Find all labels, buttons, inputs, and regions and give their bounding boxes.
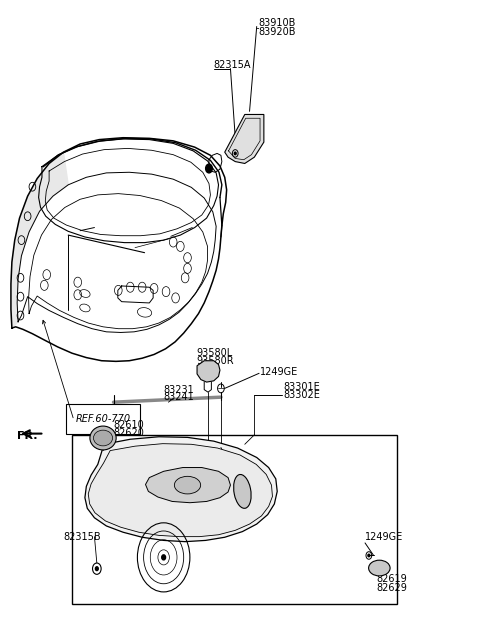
Circle shape	[205, 164, 212, 173]
Text: 82315A: 82315A	[214, 61, 251, 71]
Polygon shape	[15, 211, 39, 240]
Text: 82315B: 82315B	[63, 532, 101, 541]
Text: 93580L: 93580L	[196, 348, 232, 358]
Polygon shape	[197, 361, 220, 382]
Text: 83241: 83241	[164, 392, 194, 402]
Text: 82610: 82610	[114, 420, 144, 430]
Polygon shape	[49, 152, 68, 185]
Ellipse shape	[174, 476, 201, 494]
Polygon shape	[225, 114, 264, 163]
Circle shape	[162, 555, 166, 560]
Text: 1249GE: 1249GE	[260, 367, 298, 377]
Ellipse shape	[94, 430, 113, 446]
Polygon shape	[11, 303, 18, 328]
Circle shape	[96, 567, 98, 570]
Text: 82619: 82619	[376, 574, 407, 584]
Text: 83920B: 83920B	[258, 27, 296, 37]
Text: FR.: FR.	[17, 431, 37, 441]
Text: 83231: 83231	[164, 385, 194, 394]
Bar	[72, 435, 396, 604]
Polygon shape	[11, 256, 22, 284]
Ellipse shape	[234, 475, 251, 509]
Text: 93580R: 93580R	[196, 357, 234, 367]
Polygon shape	[11, 279, 18, 309]
Polygon shape	[85, 437, 277, 541]
Polygon shape	[88, 444, 273, 536]
Ellipse shape	[369, 560, 390, 576]
Text: 82629: 82629	[376, 583, 407, 593]
Ellipse shape	[90, 426, 116, 450]
Text: 83910B: 83910B	[258, 18, 296, 28]
Text: 82620: 82620	[114, 428, 144, 438]
Polygon shape	[12, 232, 29, 262]
Text: REF.60-770: REF.60-770	[75, 414, 131, 424]
Polygon shape	[28, 179, 68, 196]
Polygon shape	[145, 468, 230, 503]
Text: 1249GE: 1249GE	[365, 532, 403, 541]
Polygon shape	[37, 163, 68, 185]
Polygon shape	[20, 196, 53, 218]
Text: 83301E: 83301E	[283, 382, 320, 392]
Circle shape	[234, 152, 236, 155]
Text: 83302E: 83302E	[283, 391, 320, 400]
Circle shape	[368, 554, 370, 557]
